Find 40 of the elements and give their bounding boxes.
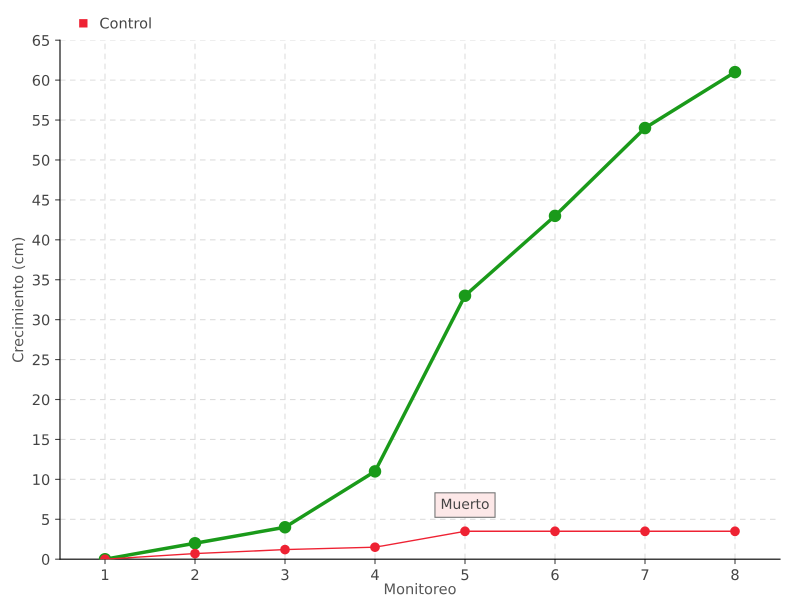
- y-tick-label: 45: [32, 194, 50, 206]
- y-tick-label: 25: [32, 354, 50, 366]
- y-tick-label: 60: [32, 74, 50, 86]
- y-tick-label: 55: [32, 114, 50, 126]
- point: [190, 548, 200, 558]
- x-tick-label: 5: [461, 569, 468, 580]
- point: [550, 526, 560, 536]
- point: [640, 526, 650, 536]
- point: [188, 536, 202, 550]
- x-tick-label: 2: [191, 569, 198, 580]
- y-tick-label: 35: [32, 274, 50, 286]
- y-tick-label: 30: [32, 314, 50, 326]
- point: [458, 289, 472, 302]
- point: [548, 210, 562, 222]
- point: [370, 542, 380, 552]
- point: [280, 544, 290, 554]
- y-tick-label: 15: [33, 434, 50, 446]
- point: [638, 122, 652, 134]
- x-tick-label: 6: [551, 569, 559, 580]
- y-tick-label: 40: [32, 234, 50, 246]
- point: [460, 526, 470, 536]
- point: [278, 521, 292, 534]
- x-tick-label: 8: [731, 569, 739, 580]
- y-axis-title: Crecimiento (cm): [12, 238, 26, 362]
- point: [368, 465, 382, 478]
- y-tick-label: 20: [32, 394, 50, 406]
- y-tick-label: 50: [32, 154, 50, 166]
- x-tick-label: 7: [642, 569, 648, 580]
- legend-label: Control: [100, 17, 151, 29]
- y-tick-label: 0: [42, 554, 50, 565]
- y-tick-label: 10: [33, 474, 50, 486]
- x-tick-label: 3: [281, 569, 288, 580]
- annotation: Muerto: [442, 498, 489, 510]
- point: [728, 66, 742, 78]
- x-axis-title: Monitoreo: [384, 583, 456, 594]
- x-tick-label: 1: [102, 569, 108, 580]
- y-tick-label: 5: [42, 514, 50, 526]
- point: [730, 526, 740, 536]
- x-tick-label: 4: [371, 569, 379, 580]
- y-tick-label: 65: [32, 34, 50, 46]
